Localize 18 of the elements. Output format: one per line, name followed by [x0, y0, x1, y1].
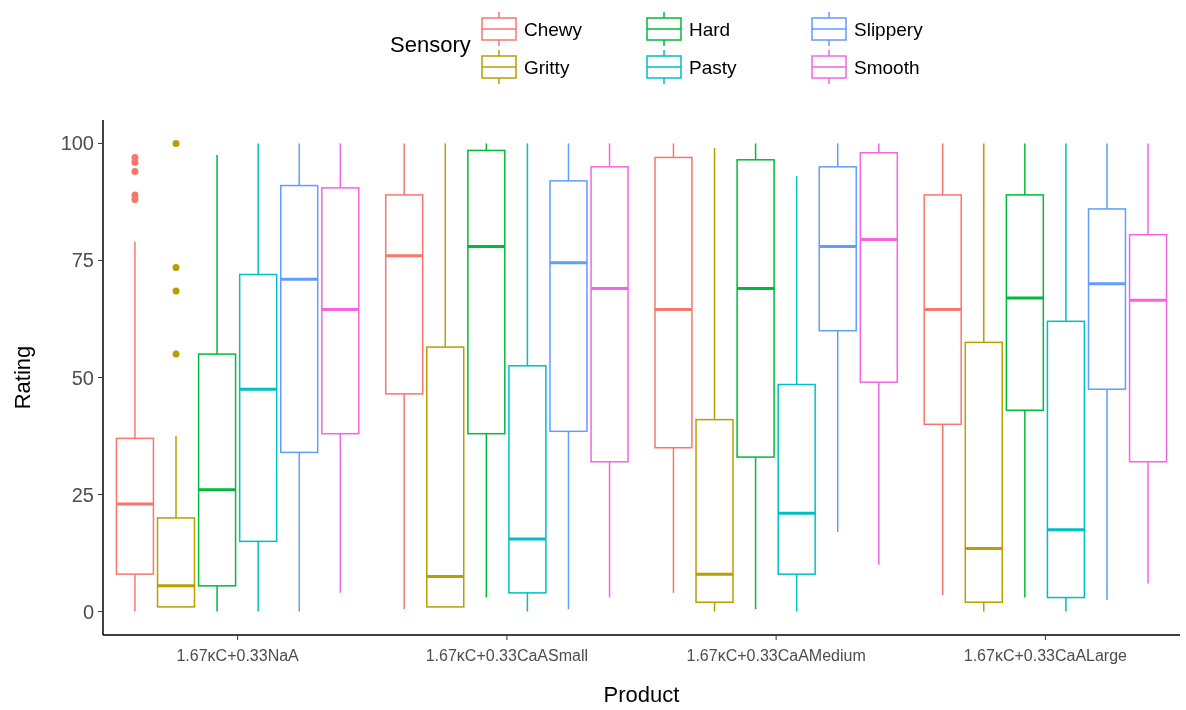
legend-label: Hard: [689, 19, 731, 40]
legend-label: Smooth: [854, 57, 920, 78]
y-tick-label: 50: [71, 366, 94, 389]
x-axis-title: Product: [603, 682, 680, 707]
y-axis-title: Rating: [10, 345, 35, 410]
legend-label: Slippery: [854, 19, 924, 40]
legend-title: Sensory: [390, 32, 471, 57]
x-tick-label: 1.67κC+0.33CaASmall: [425, 647, 589, 664]
legend-label: Chewy: [524, 19, 583, 40]
y-tick-label: 25: [71, 483, 94, 506]
x-tick-label: 1.67κC+0.33CaAMedium: [686, 647, 866, 664]
x-tick-label: 1.67κC+0.33CaALarge: [963, 647, 1128, 664]
y-tick-label: 75: [71, 249, 94, 272]
y-tick-label: 0: [82, 600, 94, 623]
y-tick-label: 100: [60, 132, 94, 155]
legend-label: Gritty: [524, 57, 570, 78]
x-tick-label: 1.67κC+0.33NaA: [176, 647, 300, 664]
legend-label: Pasty: [689, 57, 738, 78]
